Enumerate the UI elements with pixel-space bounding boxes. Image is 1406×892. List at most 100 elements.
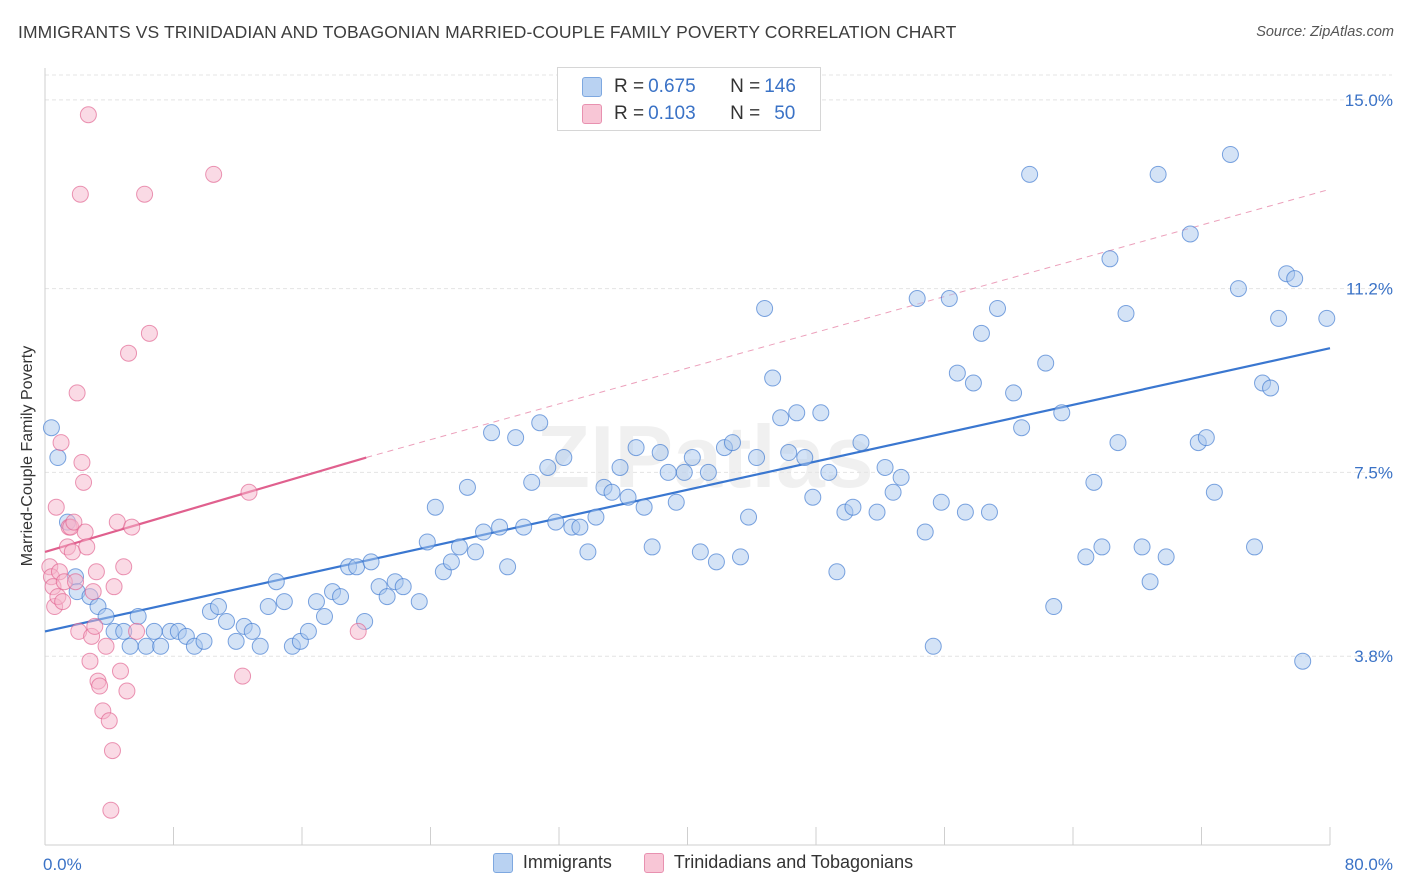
series-legend: Immigrants Trinidadians and Tobagonians	[0, 852, 1406, 873]
trinidadian-trend-line-extension	[366, 188, 1331, 458]
immigrants-point	[820, 463, 838, 481]
immigrants-point	[980, 503, 998, 521]
immigrants-point	[1117, 304, 1135, 322]
immigrants-point	[1005, 384, 1023, 402]
trinidadian-point	[128, 622, 146, 640]
immigrants-point	[1133, 538, 1151, 556]
trinidadian-point	[52, 434, 70, 452]
legend-row-immigrants: R = 0.675 N = 146	[582, 75, 796, 99]
trinidadian-point	[234, 667, 252, 685]
immigrants-point	[852, 434, 870, 452]
immigrants-point	[1053, 404, 1071, 422]
immigrants-point	[1221, 145, 1239, 163]
immigrants-point	[1101, 250, 1119, 268]
immigrants-point	[619, 488, 637, 506]
chart-title: IMMIGRANTS VS TRINIDADIAN AND TOBAGONIAN…	[18, 22, 957, 42]
immigrants-point	[209, 598, 227, 616]
y-tick-label: 3.8%	[1354, 647, 1393, 666]
immigrants-point	[587, 508, 605, 526]
immigrants-point	[964, 374, 982, 392]
x-tick-label: 80.0%	[1345, 855, 1393, 874]
trinidadian-point	[73, 453, 91, 471]
source-label: Source: ZipAtlas.com	[1256, 24, 1394, 40]
legend-swatch-blue	[582, 77, 602, 97]
trinidadian-point	[81, 652, 99, 670]
trinidadian-point	[63, 543, 81, 561]
immigrants-point	[1181, 225, 1199, 243]
immigrants-point	[1286, 270, 1304, 288]
trinidadian-point	[349, 622, 367, 640]
trinidadian-point	[86, 617, 104, 635]
immigrants-point	[1157, 548, 1175, 566]
immigrants-point	[515, 518, 533, 536]
immigrants-point	[579, 543, 597, 561]
trinidadian-point	[100, 712, 118, 730]
immigrants-point	[740, 508, 758, 526]
immigrants-point	[989, 299, 1007, 317]
trinidadian-point	[76, 523, 94, 541]
immigrants-point	[507, 429, 525, 447]
immigrants-point	[378, 588, 396, 606]
immigrants-point	[97, 607, 115, 625]
immigrants-point	[651, 444, 669, 462]
legend-r-value: 0.103	[648, 103, 696, 124]
y-tick-label: 15.0%	[1345, 91, 1393, 110]
trinidadian-point	[67, 573, 85, 591]
immigrants-point	[555, 449, 573, 467]
trinidadian-point	[111, 662, 129, 680]
immigrants-point	[315, 607, 333, 625]
trinidadian-point	[115, 558, 133, 576]
legend-swatch-blue	[492, 852, 513, 873]
immigrants-point	[571, 518, 589, 536]
immigrants-point	[218, 612, 236, 630]
immigrants-point	[876, 458, 894, 476]
immigrants-point	[1045, 598, 1063, 616]
legend-item-immigrants: Immigrants	[492, 852, 612, 873]
immigrants-point	[948, 364, 966, 382]
immigrants-point	[1270, 309, 1288, 327]
immigrants-point	[547, 513, 565, 531]
immigrants-point	[1197, 429, 1215, 447]
immigrants-point	[442, 553, 460, 571]
trinidadian-point	[123, 518, 141, 536]
legend-label: Trinidadians and Tobagonians	[673, 852, 914, 872]
immigrants-point	[394, 578, 412, 596]
trinidadian-point	[84, 583, 102, 601]
trinidadian-point	[105, 578, 123, 596]
immigrants-point	[475, 523, 493, 541]
immigrants-point	[450, 538, 468, 556]
immigrants-point	[1205, 483, 1223, 501]
immigrants-point	[539, 458, 557, 476]
trinidadian-point	[78, 538, 96, 556]
immigrants-point	[1013, 419, 1031, 437]
immigrants-point	[635, 498, 653, 516]
trinidadian-point	[120, 344, 138, 362]
immigrants-point	[908, 290, 926, 308]
immigrants-point	[796, 449, 814, 467]
immigrants-point	[152, 637, 170, 655]
immigrants-point	[884, 483, 902, 501]
immigrants-point	[627, 439, 645, 457]
immigrants-point	[523, 473, 541, 491]
trinidadian-point	[118, 682, 136, 700]
trinidadian-point	[140, 324, 158, 342]
trinidadian-point	[87, 563, 105, 581]
watermark: ZIPatlas	[536, 407, 873, 506]
immigrants-point	[121, 637, 139, 655]
immigrants-point	[332, 588, 350, 606]
immigrants-point	[243, 622, 261, 640]
axes	[44, 68, 1331, 846]
trinidadian-point	[75, 473, 93, 491]
immigrants-point	[788, 404, 806, 422]
trinidadian-point	[103, 742, 121, 760]
immigrants-point	[764, 369, 782, 387]
immigrants-point	[466, 543, 484, 561]
immigrants-point	[1093, 538, 1111, 556]
immigrants-point	[972, 324, 990, 342]
immigrants-point	[756, 299, 774, 317]
trinidadian-point	[136, 185, 154, 203]
immigrants-point	[892, 468, 910, 486]
immigrants-point	[707, 553, 725, 571]
immigrants-point	[251, 637, 269, 655]
